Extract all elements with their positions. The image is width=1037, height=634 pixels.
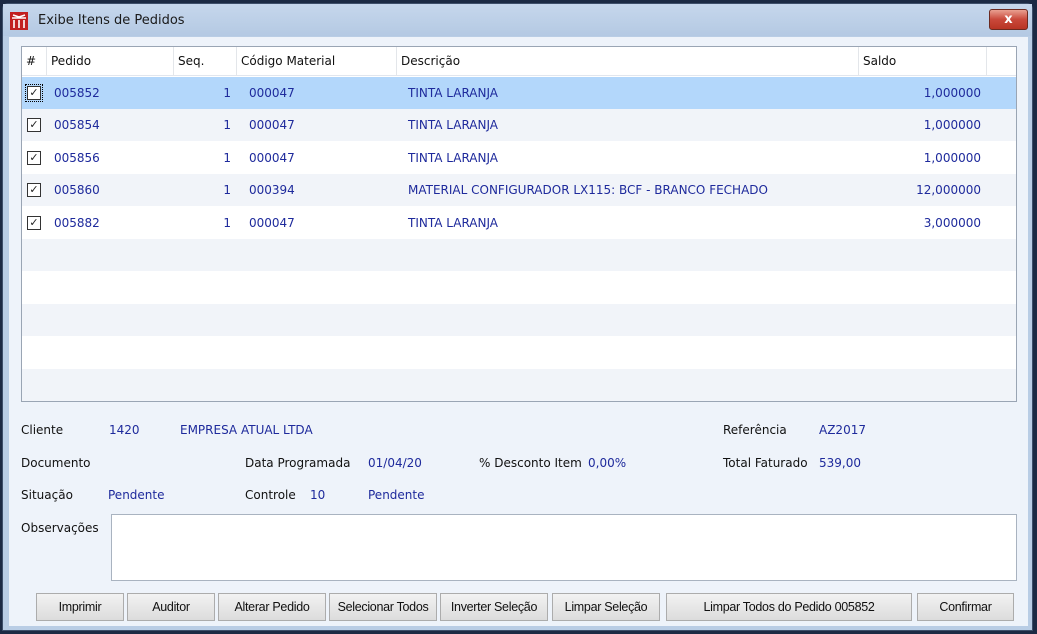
column-header-descricao[interactable]: Descrição <box>397 47 859 76</box>
total-faturado-value: 539,00 <box>819 456 861 470</box>
cell-pedido: 005854 <box>54 118 100 133</box>
total-faturado-label: Total Faturado <box>723 456 808 470</box>
row-checkbox[interactable]: ✓ <box>27 150 41 165</box>
cell-saldo: 1,000000 <box>923 150 981 165</box>
observacoes-label: Observações <box>21 521 99 535</box>
situacao-label: Situação <box>21 488 73 502</box>
table-row[interactable]: ✓ 005856 1 000047 TINTA LARANJA 1,000000 <box>22 141 1016 174</box>
row-checkbox[interactable]: ✓ <box>27 215 41 230</box>
imprimir-button[interactable]: Imprimir <box>36 593 124 621</box>
cell-descricao: MATERIAL CONFIGURADOR LX115: BCF - BRANC… <box>408 183 768 198</box>
confirmar-button[interactable]: Confirmar <box>917 593 1014 621</box>
cell-pedido: 005856 <box>54 150 100 165</box>
column-header-saldo[interactable]: Saldo <box>859 47 987 76</box>
cell-saldo: 1,000000 <box>923 86 981 100</box>
controle-status: Pendente <box>368 488 425 502</box>
desconto-value: 0,00% <box>588 456 627 470</box>
column-header-seq[interactable]: Seq. <box>174 47 237 76</box>
items-grid[interactable]: # Pedido Seq. Código Material Descrição … <box>21 46 1017 402</box>
column-header-check[interactable]: # <box>22 47 47 76</box>
cell-seq: 1 <box>223 150 231 165</box>
cell-seq: 1 <box>223 183 231 198</box>
cell-descricao: TINTA LARANJA <box>408 86 499 100</box>
close-button[interactable]: x <box>989 9 1028 30</box>
cliente-label: Cliente <box>21 423 64 437</box>
documento-label: Documento <box>21 456 91 470</box>
column-header-pedido[interactable]: Pedido <box>47 47 174 76</box>
column-header-codigo[interactable]: Código Material <box>237 47 397 76</box>
empty-row <box>22 368 1016 401</box>
referencia-value: AZ2017 <box>819 423 866 437</box>
app-logo-icon <box>10 12 28 30</box>
table-row[interactable]: ✓ 005854 1 000047 TINTA LARANJA 1,000000 <box>22 109 1016 142</box>
dialog-content: # Pedido Seq. Código Material Descrição … <box>9 37 1028 626</box>
referencia-label: Referência <box>723 423 787 437</box>
cell-saldo: 1,000000 <box>923 118 981 133</box>
selecionar-todos-button[interactable]: Selecionar Todos <box>329 593 437 621</box>
cell-pedido: 005852 <box>54 86 100 100</box>
cell-codigo: 000047 <box>249 215 295 230</box>
cell-seq: 1 <box>223 215 231 230</box>
row-checkbox[interactable]: ✓ <box>27 183 41 198</box>
empty-row <box>22 303 1016 336</box>
table-row[interactable]: ✓ 005852 1 000047 TINTA LARANJA 1,000000 <box>22 77 1016 109</box>
data-programada-label: Data Programada <box>245 456 351 470</box>
limpar-selecao-button[interactable]: Limpar Seleção <box>552 593 660 621</box>
empty-row <box>22 239 1016 271</box>
cell-codigo: 000394 <box>249 183 295 198</box>
desconto-label: % Desconto Item <box>479 456 582 470</box>
cell-codigo: 000047 <box>249 86 295 100</box>
controle-value: 10 <box>310 488 326 502</box>
cell-seq: 1 <box>223 86 231 100</box>
alterar-pedido-button[interactable]: Alterar Pedido <box>218 593 326 621</box>
cell-descricao: TINTA LARANJA <box>408 215 499 230</box>
controle-label: Controle <box>245 488 296 502</box>
cell-codigo: 000047 <box>249 118 295 133</box>
situacao-value: Pendente <box>108 488 165 502</box>
auditor-button[interactable]: Auditor <box>127 593 215 621</box>
cell-pedido: 005860 <box>54 183 100 198</box>
inverter-selecao-button[interactable]: Inverter Seleção <box>440 593 548 621</box>
cell-saldo: 12,000000 <box>916 183 981 198</box>
observacoes-textarea[interactable] <box>111 514 1017 581</box>
row-checkbox[interactable]: ✓ <box>25 84 43 102</box>
grid-header: # Pedido Seq. Código Material Descrição … <box>22 47 1016 76</box>
dialog-window: Exibe Itens de Pedidos x # Pedido Seq. C… <box>2 3 1033 631</box>
cliente-codigo: 1420 <box>109 423 140 437</box>
cell-saldo: 3,000000 <box>923 215 981 230</box>
cell-descricao: TINTA LARANJA <box>408 150 499 165</box>
limpar-todos-pedido-button[interactable]: Limpar Todos do Pedido 005852 <box>666 593 912 621</box>
cliente-nome: EMPRESA ATUAL LTDA <box>180 423 313 437</box>
title-bar[interactable]: Exibe Itens de Pedidos x <box>3 4 1032 36</box>
window-title: Exibe Itens de Pedidos <box>38 13 185 28</box>
data-programada-value: 01/04/20 <box>368 456 422 470</box>
empty-row <box>22 271 1016 304</box>
table-row[interactable]: ✓ 005860 1 000394 MATERIAL CONFIGURADOR LX11… <box>22 174 1016 207</box>
empty-row <box>22 336 1016 369</box>
cell-descricao: TINTA LARANJA <box>408 118 499 133</box>
row-checkbox[interactable]: ✓ <box>27 118 41 133</box>
close-icon: x <box>1004 12 1013 27</box>
cell-seq: 1 <box>223 118 231 133</box>
cell-pedido: 005882 <box>54 215 100 230</box>
table-row[interactable]: ✓ 005882 1 000047 TINTA LARANJA 3,000000 <box>22 206 1016 239</box>
cell-codigo: 000047 <box>249 150 295 165</box>
